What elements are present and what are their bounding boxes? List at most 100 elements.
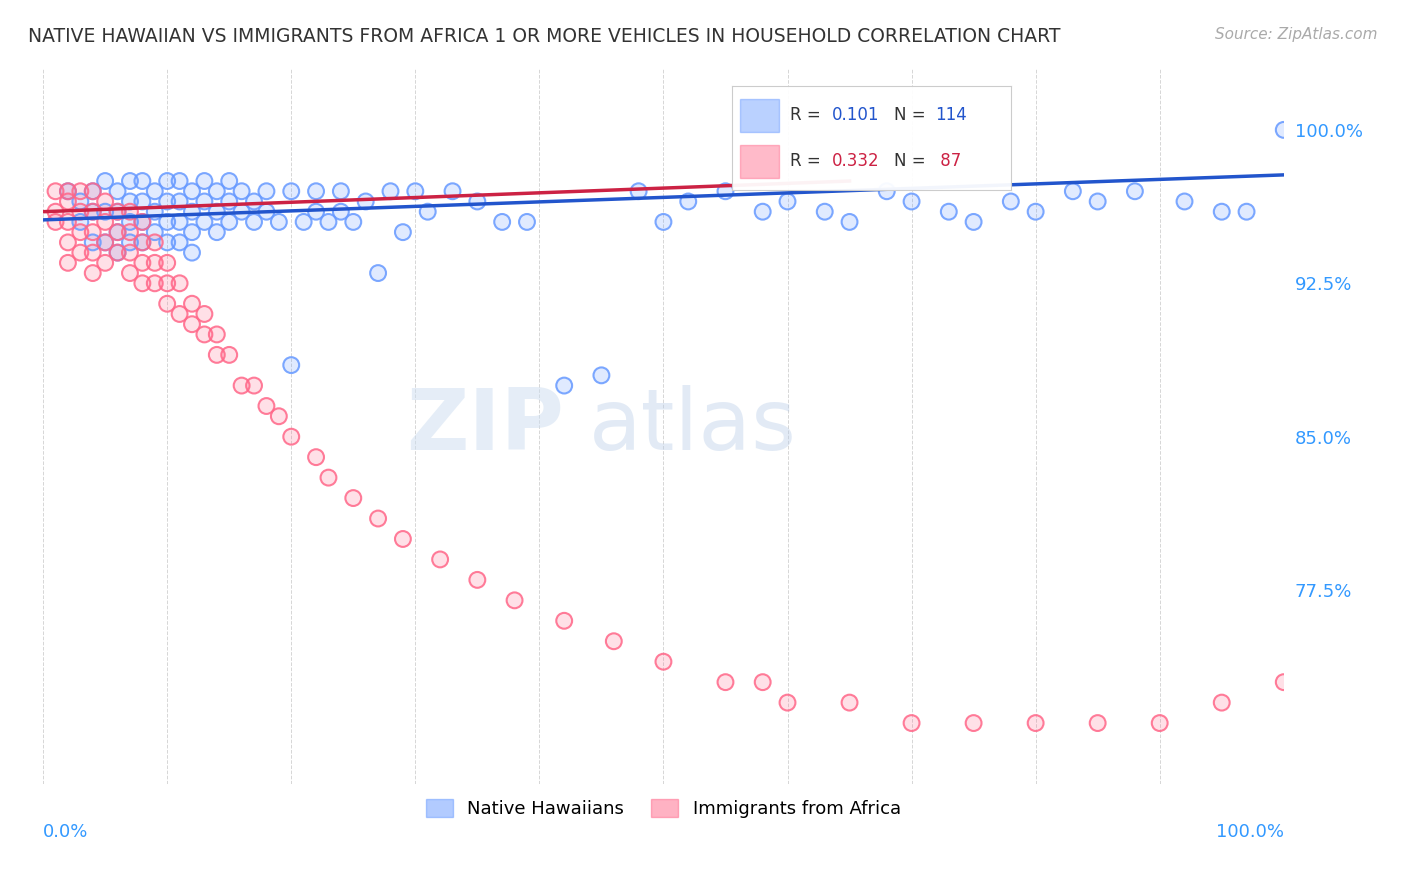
Point — [118, 235, 141, 250]
Point — [603, 634, 626, 648]
Point — [900, 716, 922, 731]
Point — [900, 194, 922, 209]
Point — [205, 184, 228, 198]
Point — [56, 184, 79, 198]
Point — [118, 194, 141, 209]
Point — [169, 194, 191, 209]
Point — [82, 235, 104, 250]
Point — [392, 225, 415, 239]
Point — [82, 235, 104, 250]
Point — [1025, 204, 1047, 219]
Point — [94, 256, 117, 270]
Point — [231, 204, 253, 219]
Point — [94, 235, 117, 250]
Point — [107, 245, 129, 260]
Point — [181, 204, 204, 219]
Point — [1272, 123, 1295, 137]
Point — [243, 215, 266, 229]
Point — [243, 378, 266, 392]
Point — [143, 235, 166, 250]
Point — [218, 215, 240, 229]
Point — [69, 194, 91, 209]
Point — [876, 184, 898, 198]
Point — [329, 184, 352, 198]
Point — [1236, 204, 1258, 219]
Point — [169, 174, 191, 188]
Point — [305, 204, 328, 219]
Point — [1272, 675, 1295, 690]
Point — [254, 399, 277, 413]
Point — [107, 225, 129, 239]
Point — [44, 204, 66, 219]
Point — [1149, 716, 1171, 731]
Point — [94, 235, 117, 250]
Point — [193, 307, 215, 321]
Point — [962, 716, 984, 731]
Point — [169, 174, 191, 188]
Point — [342, 491, 364, 505]
Point — [82, 184, 104, 198]
Point — [591, 368, 613, 383]
Point — [467, 573, 489, 587]
Point — [107, 184, 129, 198]
Point — [94, 235, 117, 250]
Point — [429, 552, 451, 566]
Point — [938, 204, 960, 219]
Point — [56, 256, 79, 270]
Point — [776, 194, 799, 209]
Point — [503, 593, 526, 607]
Point — [156, 194, 179, 209]
Point — [205, 348, 228, 362]
Point — [1211, 204, 1233, 219]
Text: 0.0%: 0.0% — [44, 823, 89, 841]
Point — [82, 204, 104, 219]
Point — [82, 266, 104, 280]
Point — [467, 573, 489, 587]
Point — [776, 194, 799, 209]
Point — [491, 215, 513, 229]
Point — [56, 215, 79, 229]
Point — [254, 204, 277, 219]
Point — [56, 194, 79, 209]
Point — [143, 277, 166, 291]
Point — [814, 204, 837, 219]
Point — [1123, 184, 1146, 198]
Point — [503, 593, 526, 607]
Point — [107, 204, 129, 219]
Point — [254, 184, 277, 198]
Point — [156, 277, 179, 291]
Point — [392, 532, 415, 546]
Point — [751, 204, 773, 219]
Point — [82, 245, 104, 260]
Point — [318, 470, 340, 484]
Point — [181, 297, 204, 311]
Point — [962, 215, 984, 229]
Point — [1062, 184, 1084, 198]
Point — [751, 675, 773, 690]
Point — [627, 184, 650, 198]
Point — [280, 430, 302, 444]
Point — [69, 204, 91, 219]
Point — [107, 225, 129, 239]
Point — [118, 215, 141, 229]
Point — [193, 194, 215, 209]
Point — [231, 184, 253, 198]
Point — [156, 235, 179, 250]
Point — [318, 215, 340, 229]
Point — [118, 245, 141, 260]
Point — [553, 614, 575, 628]
Point — [118, 204, 141, 219]
Legend: Native Hawaiians, Immigrants from Africa: Native Hawaiians, Immigrants from Africa — [419, 792, 908, 825]
Point — [118, 225, 141, 239]
Point — [69, 225, 91, 239]
Point — [131, 174, 153, 188]
Point — [156, 297, 179, 311]
Point — [131, 256, 153, 270]
Point — [652, 655, 675, 669]
Point — [776, 696, 799, 710]
Point — [56, 184, 79, 198]
Point — [143, 204, 166, 219]
Point — [776, 696, 799, 710]
Text: atlas: atlas — [589, 385, 797, 468]
Point — [118, 225, 141, 239]
